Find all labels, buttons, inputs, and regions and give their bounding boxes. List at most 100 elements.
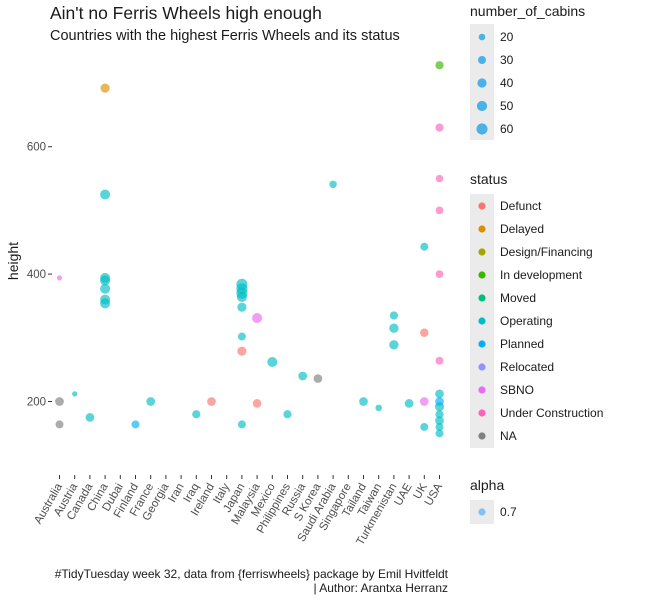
data-point-usa	[435, 416, 444, 425]
legend-status-swatch-in-development	[478, 271, 486, 279]
data-point-china	[100, 298, 111, 309]
legend-alpha-swatch	[478, 508, 486, 516]
legend-size-swatch	[477, 78, 487, 88]
legend-status-swatch-na	[478, 432, 486, 440]
legend-size-label: 50	[500, 99, 514, 113]
data-point-canada	[85, 413, 95, 422]
data-point-usa	[435, 429, 444, 438]
legend-status-swatch-moved	[478, 294, 486, 302]
legend-size-title: number_of_cabins	[470, 3, 585, 19]
legend-status: status Defunct Delayed Design/Financing In d…	[470, 171, 603, 448]
legend-status-label-design-financing: Design/Financing	[500, 245, 593, 259]
data-point-iraq	[192, 410, 201, 419]
caption-line-2: | Author: Arantxa Herranz	[313, 581, 448, 595]
legend-status-title: status	[470, 171, 507, 187]
legend-status-label-delayed: Delayed	[500, 222, 544, 236]
legend-size-swatch	[478, 56, 486, 64]
data-point-uae	[404, 399, 414, 408]
legend-status-swatch-planned	[478, 340, 486, 348]
legend-size-swatch	[476, 100, 488, 112]
legend-size-label: 40	[500, 76, 514, 90]
legend-status-label-defunct: Defunct	[500, 199, 542, 213]
data-point-taiwan	[375, 404, 382, 412]
data-point-uk	[420, 422, 429, 431]
data-point-uk	[419, 397, 429, 406]
data-point-usa	[435, 123, 444, 132]
data-point-turkmenistan	[389, 340, 399, 350]
chart-title: Ain't no Ferris Wheels high enough	[50, 3, 322, 23]
legend-size-label: 60	[500, 122, 514, 136]
legend-status-swatch-defunct	[478, 202, 486, 210]
data-point-austria	[72, 391, 78, 397]
legend-status-swatch-operating	[478, 317, 486, 325]
y-tick-label: 200	[27, 396, 46, 408]
legend-status-swatch-design-financing	[478, 248, 486, 256]
data-point-usa	[435, 397, 444, 406]
legend-status-label-under-construction: Under Construction	[500, 406, 603, 420]
data-point-usa	[435, 270, 444, 278]
data-point-turkmenistan	[389, 323, 399, 333]
legend-size-label: 20	[500, 30, 514, 44]
caption-line-1: #TidyTuesday week 32, data from {ferrisw…	[54, 567, 448, 581]
legend-size-label: 30	[500, 53, 514, 67]
data-point-japan	[236, 292, 247, 303]
legend-status-label-moved: Moved	[500, 291, 536, 305]
legend-status-label-operating: Operating	[500, 314, 553, 328]
data-point-tailand	[359, 397, 368, 406]
data-point-australia	[56, 275, 63, 281]
data-point-france	[146, 397, 156, 406]
legend-alpha-title: alpha	[470, 477, 504, 493]
data-point-china	[100, 275, 111, 286]
data-point-japan	[237, 346, 247, 356]
legend-alpha: alpha 0.7	[470, 477, 517, 524]
data-point-usa	[435, 61, 444, 70]
legend-alpha-label: 0.7	[500, 505, 517, 519]
x-tick-label-usa: USA	[423, 481, 445, 508]
data-point-australia	[55, 397, 64, 406]
data-point-japan	[237, 332, 246, 341]
legend-status-swatch-under-construction	[478, 409, 486, 417]
legend-status-label-na: NA	[500, 429, 517, 443]
legend-size: number_of_cabins 20 30 40 50 60	[470, 3, 585, 140]
data-point-philippines	[283, 410, 292, 419]
legend-status-label-in-development: In development	[500, 268, 583, 282]
y-tick-label: 400	[27, 269, 46, 281]
legend-status-label-sbno: SBNO	[500, 383, 534, 397]
data-point-usa	[435, 422, 444, 431]
data-point-mexico	[267, 357, 278, 368]
data-point-turkmenistan	[389, 311, 399, 320]
legend-status-label-planned: Planned	[500, 337, 544, 351]
data-point-japan	[237, 420, 246, 429]
chart-subtitle: Countries with the highest Ferris Wheels…	[50, 28, 400, 44]
data-point-malaysia	[252, 313, 263, 324]
data-point-ireland	[207, 397, 216, 406]
data-point-uk	[420, 328, 429, 337]
x-tick-label-iran: Iran	[166, 482, 186, 505]
legend-size-swatch	[478, 33, 486, 41]
legend-size-swatch	[476, 123, 488, 135]
legend-status-swatch-sbno	[478, 386, 486, 394]
data-point-finland	[131, 420, 140, 429]
y-axis-title: height	[5, 242, 21, 280]
data-point-japan	[237, 302, 247, 312]
data-point-s-korea	[313, 374, 323, 383]
legend-status-swatch-delayed	[478, 225, 486, 233]
chart-caption: #TidyTuesday week 32, data from {ferrisw…	[55, 567, 448, 595]
data-point-usa	[435, 206, 444, 215]
data-point-usa	[435, 356, 444, 365]
y-tick-label: 600	[27, 142, 46, 154]
y-axis: 200 400 600 height	[5, 142, 52, 408]
data-point-usa	[435, 389, 444, 399]
x-axis: AustraliaAustriaCanadaChinaDubaiFinlandF…	[32, 475, 445, 547]
data-point-australia	[55, 420, 64, 429]
data-point-usa	[435, 174, 444, 183]
data-point-china	[100, 283, 111, 294]
legend-status-swatch-relocated	[478, 363, 486, 371]
legend-status-label-relocated: Relocated	[500, 360, 554, 374]
data-point-china	[100, 83, 110, 93]
data-point-china	[100, 189, 111, 200]
data-point-uk	[420, 242, 429, 251]
data-point-saudi-arabia	[329, 180, 337, 189]
points-layer	[55, 61, 445, 438]
